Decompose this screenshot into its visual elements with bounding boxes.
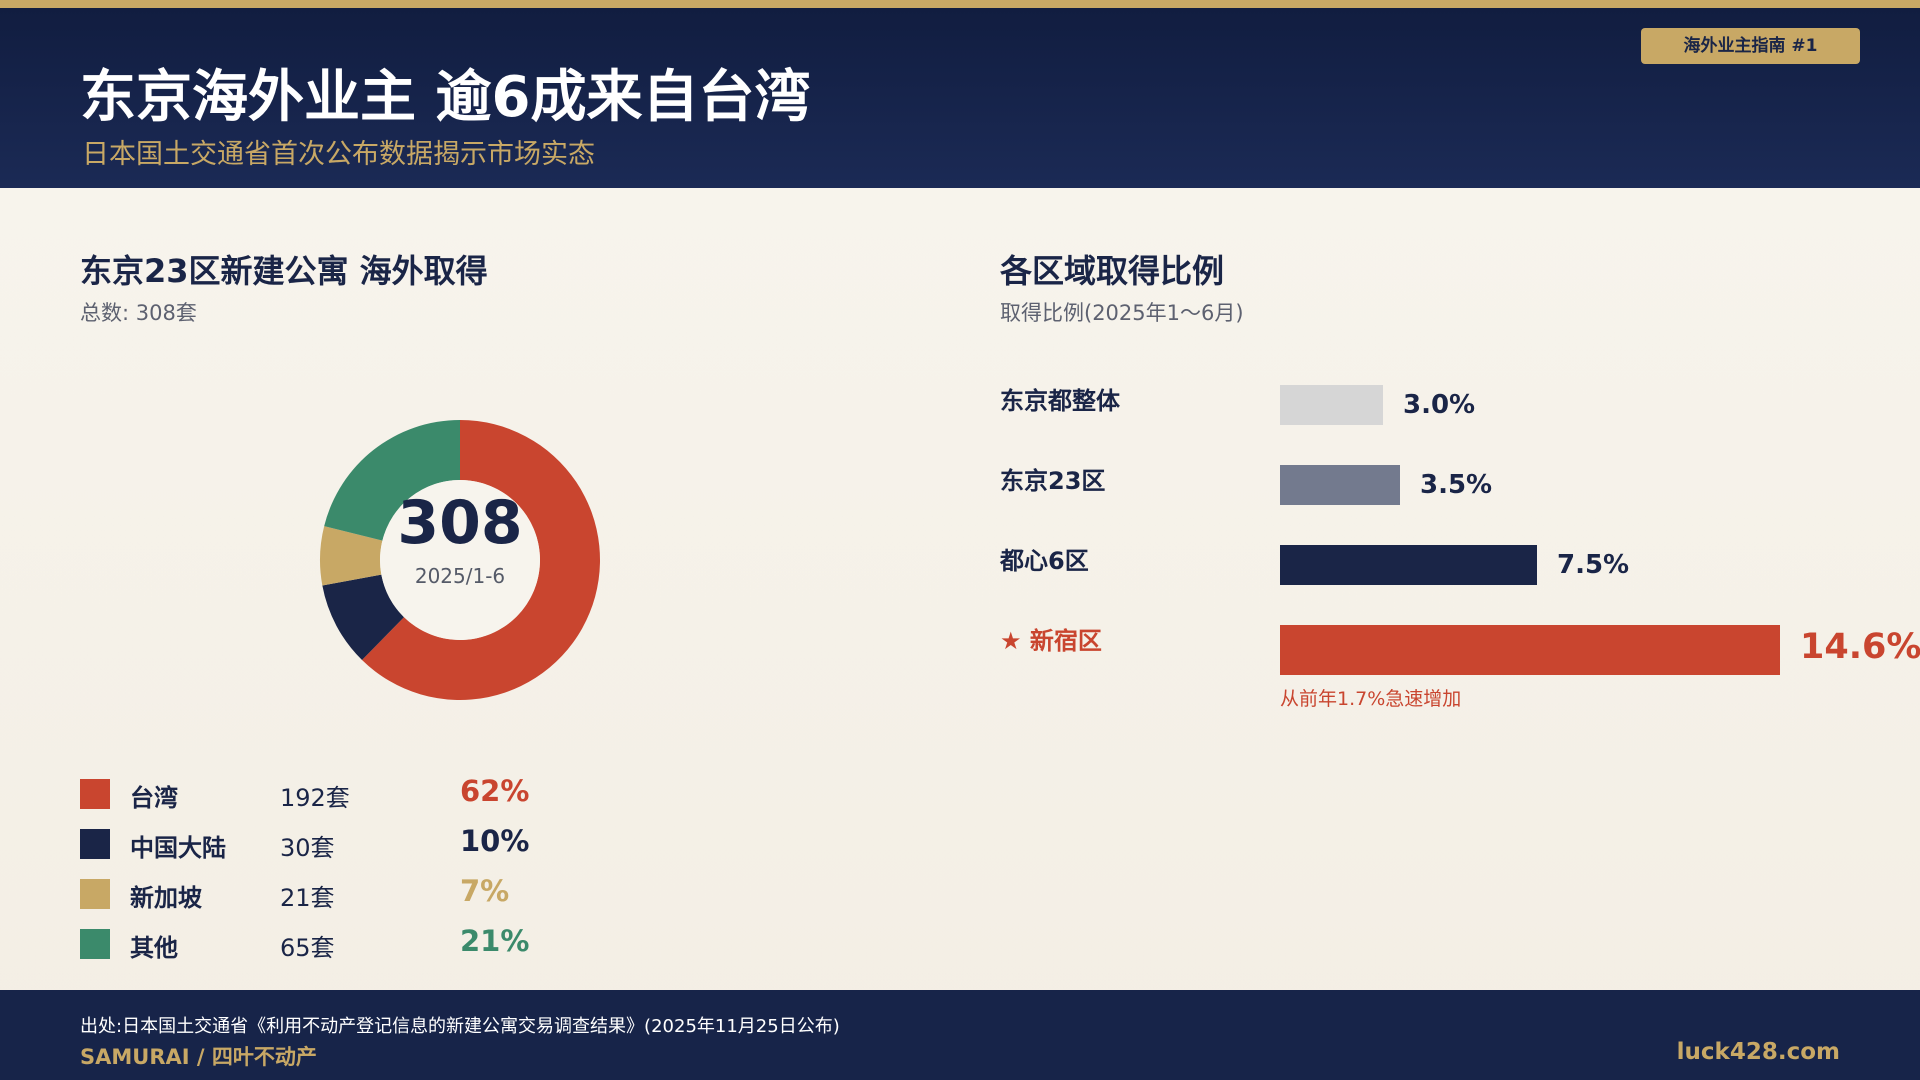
footer-source: 出处:日本国土交通省《利用不动产登记信息的新建公寓交易调查结果》(2025年11…: [80, 1016, 840, 1037]
legend-count: 192套: [280, 784, 350, 812]
legend-count: 30套: [280, 834, 335, 862]
donut-hole: [380, 480, 540, 640]
donut-section-title: 东京23区新建公寓 海外取得: [80, 252, 488, 290]
legend-label: 台湾: [130, 784, 178, 812]
legend-percent: 62%: [460, 774, 530, 808]
bar: [1280, 625, 1780, 675]
donut-slice-0: [362, 420, 600, 700]
donut-slice-1: [322, 574, 405, 660]
donut-center-label: 2025/1-6: [414, 564, 506, 588]
donut-section-subtitle: 总数: 308套: [80, 301, 197, 325]
legend-percent: 21%: [460, 924, 530, 958]
footer-site-link[interactable]: luck428.com: [1676, 1039, 1840, 1065]
legend-percent: 10%: [460, 824, 530, 858]
footer-bar: [0, 990, 1920, 1080]
bar-value-label: 7.5%: [1557, 550, 1630, 580]
legend-count: 21套: [280, 884, 335, 912]
legend-label: 新加坡: [130, 884, 202, 912]
top-accent-line: [0, 0, 1920, 8]
series-badge: 海外业主指南 #1: [1641, 28, 1860, 64]
donut-slice-2: [320, 526, 383, 586]
legend-percent: 7%: [460, 874, 510, 908]
donut-chart: [320, 420, 600, 700]
bar-label: 东京都整体: [1000, 387, 1120, 415]
page-title: 东京海外业主 逾6成来自台湾: [80, 65, 811, 130]
legend-label: 中国大陆: [130, 834, 226, 862]
donut-center-value: 308: [397, 488, 523, 558]
legend-swatch: [80, 879, 110, 909]
bar-value-label: 3.5%: [1420, 470, 1493, 500]
bar: [1280, 385, 1383, 425]
page-subtitle: 日本国土交通省首次公布数据揭示市场实态: [82, 139, 595, 170]
bar-section-subtitle: 取得比例(2025年1〜6月): [1000, 301, 1244, 325]
bar-label: 东京23区: [1000, 467, 1106, 495]
footer-brand: SAMURAI / 四叶不动产: [80, 1045, 317, 1069]
bar-value-label: 14.6%: [1800, 627, 1920, 667]
legend-label: 其他: [130, 934, 178, 962]
legend-swatch: [80, 779, 110, 809]
bar-value-label: 3.0%: [1403, 390, 1476, 420]
bar-section-title: 各区域取得比例: [1000, 252, 1225, 290]
legend-swatch: [80, 829, 110, 859]
bar: [1280, 545, 1537, 585]
bar-annotation: 从前年1.7%急速增加: [1280, 688, 1462, 710]
bar-label: ★ 新宿区: [1000, 627, 1102, 655]
bar: [1280, 465, 1400, 505]
legend-count: 65套: [280, 934, 335, 962]
header-banner: 东京海外业主 逾6成来自台湾 日本国土交通省首次公布数据揭示市场实态 海外业主指…: [0, 8, 1920, 188]
bar-label: 都心6区: [1000, 547, 1089, 575]
donut-slice-3: [324, 420, 460, 541]
legend-swatch: [80, 929, 110, 959]
